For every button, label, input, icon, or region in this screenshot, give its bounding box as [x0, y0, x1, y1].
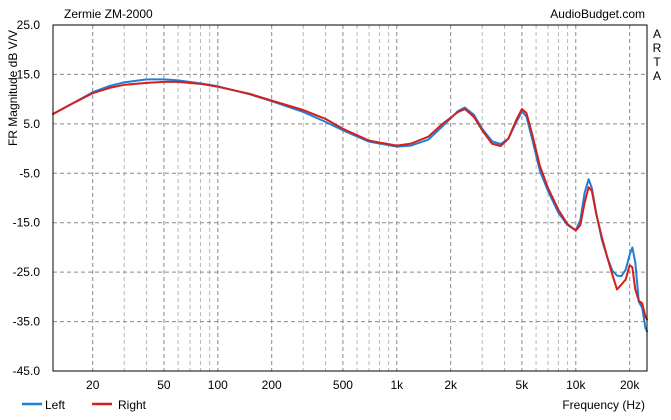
- legend-label-right: Right: [118, 398, 147, 412]
- side-label-letter: R: [653, 41, 662, 55]
- x-tick-label: 1k: [390, 378, 404, 392]
- series-line-right: [52, 80, 648, 321]
- y-tick-label: -45.0: [13, 364, 41, 378]
- x-tick-label: 100: [208, 378, 228, 392]
- grid: [53, 24, 647, 372]
- x-tick-label: 50: [157, 378, 171, 392]
- series-layer: [52, 78, 648, 333]
- side-label-letter: T: [653, 55, 661, 69]
- x-tick-label: 200: [262, 378, 282, 392]
- watermark: AudioBudget.com: [550, 7, 645, 21]
- side-label-letter: A: [653, 27, 661, 41]
- y-tick-label: -15.0: [13, 216, 41, 230]
- x-tick-labels: 20 50 100 200 500 1k 2k 5k 10k 20k: [86, 378, 640, 392]
- y-tick-label: -35.0: [13, 315, 41, 329]
- y-axis-label: FR Magnitude dB V/V: [6, 30, 20, 146]
- x-tick-label: 20: [86, 378, 100, 392]
- x-axis-label: Frequency (Hz): [562, 398, 645, 412]
- legend-label-left: Left: [45, 398, 66, 412]
- x-tick-label: 10k: [566, 378, 586, 392]
- x-tick-label: 2k: [444, 378, 458, 392]
- y-tick-labels: 25.0 15.0 5.0 -5.0 -15.0 -25.0 -35.0 -45.0: [13, 18, 41, 378]
- y-tick-label: 25.0: [17, 18, 41, 32]
- x-tick-label: 20k: [620, 378, 640, 392]
- x-tick-label: 500: [333, 378, 353, 392]
- legend: Left Right: [22, 398, 147, 412]
- y-tick-label: 5.0: [23, 117, 40, 131]
- x-tick-label: 5k: [516, 378, 530, 392]
- plot-frame: [52, 24, 648, 372]
- chart-title: Zermie ZM-2000: [64, 7, 153, 21]
- side-label: A R T A: [653, 27, 662, 83]
- y-tick-label: 15.0: [17, 67, 41, 81]
- y-tick-label: -5.0: [19, 166, 40, 180]
- y-tick-label: -25.0: [13, 265, 41, 279]
- side-label-letter: A: [653, 69, 661, 83]
